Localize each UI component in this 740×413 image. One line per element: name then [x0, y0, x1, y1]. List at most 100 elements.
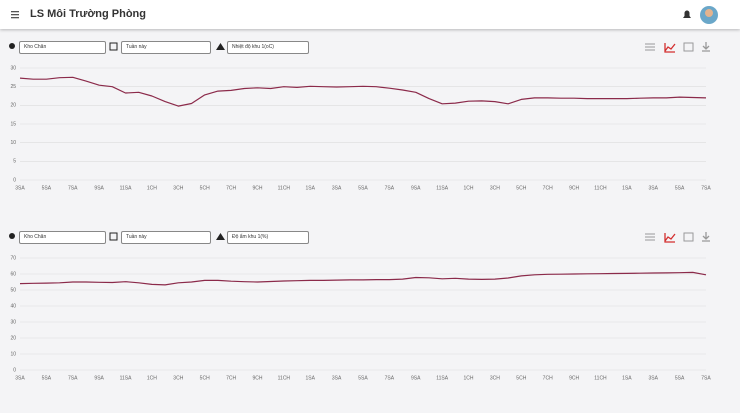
x-tick-label: 5SA	[358, 185, 368, 191]
y-tick-label: 70	[10, 255, 16, 261]
location-icon	[9, 233, 15, 239]
data-line	[19, 271, 707, 286]
sensor-select[interactable]: Độ ẩm khu 1(%)	[227, 231, 309, 244]
x-tick-label: 5CH	[200, 375, 210, 381]
x-tick-label: 1CH	[464, 375, 474, 381]
data-line	[19, 76, 707, 107]
x-tick-label: 5SA	[675, 375, 685, 381]
x-tick-label: 9CH	[569, 375, 579, 381]
table-view-button[interactable]	[683, 42, 694, 52]
x-tick-label: 3SA	[332, 185, 342, 191]
x-tick-label: 11SA	[436, 185, 449, 191]
y-tick-label: 40	[10, 303, 16, 309]
location-search[interactable]: Kho Chăn	[19, 41, 106, 54]
x-tick-label: 9CH	[252, 375, 262, 381]
x-tick-label: 5SA	[675, 185, 685, 191]
x-tick-label: 1CH	[464, 185, 474, 191]
x-tick-label: 3SA	[649, 185, 659, 191]
y-tick-label: 0	[13, 367, 16, 373]
x-tick-label: 3SA	[649, 375, 659, 381]
x-tick-label: 5SA	[42, 375, 52, 381]
y-tick-label: 20	[10, 335, 16, 341]
x-tick-label: 7SA	[701, 185, 711, 191]
calendar-icon	[109, 232, 118, 241]
x-tick-label: 11SA	[120, 185, 133, 191]
y-tick-label: 5	[13, 159, 16, 165]
x-tick-label: 7CH	[226, 375, 236, 381]
x-tick-label: 7CH	[543, 375, 553, 381]
x-tick-label: 7SA	[68, 185, 78, 191]
x-tick-label: 11SA	[436, 375, 449, 381]
x-tick-label: 11CH	[594, 185, 607, 191]
x-tick-label: 11CH	[594, 375, 607, 381]
period-select[interactable]: Tuần này	[121, 231, 211, 244]
y-tick-label: 50	[10, 287, 16, 293]
y-tick-label: 10	[10, 140, 16, 146]
location-icon	[9, 43, 15, 49]
y-tick-label: 30	[10, 65, 16, 71]
table-view-button[interactable]	[683, 232, 694, 242]
x-tick-label: 5CH	[516, 185, 526, 191]
x-tick-label: 1CH	[147, 375, 157, 381]
x-tick-label: 3CH	[173, 375, 183, 381]
avatar-face	[705, 9, 713, 17]
x-tick-label: 9SA	[411, 185, 421, 191]
x-tick-label: 7SA	[385, 185, 395, 191]
chart-view-button[interactable]	[664, 43, 676, 53]
period-select[interactable]: Tuần này	[121, 41, 211, 54]
page-title: LS Môi Trường Phòng	[30, 8, 146, 20]
x-tick-label: 7CH	[226, 185, 236, 191]
x-tick-label: 1SA	[306, 375, 316, 381]
x-tick-label: 3CH	[490, 375, 500, 381]
menu-button[interactable]	[11, 11, 19, 19]
x-tick-label: 7SA	[701, 375, 711, 381]
x-tick-label: 9SA	[94, 185, 104, 191]
header-icons	[11, 6, 718, 24]
sensor-icon	[216, 233, 225, 240]
chart-panel: 0 5 10 15 20 25 30 3SA 5SA 7SA 9SA 11SA 1CH 3CH 5CH 7CH…	[9, 42, 711, 191]
chart-view-button[interactable]	[664, 233, 676, 243]
x-tick-label: 3SA	[15, 185, 25, 191]
app-header: LS Môi Trường Phòng	[0, 0, 740, 29]
x-tick-label: 3CH	[173, 185, 183, 191]
x-tick-label: 9CH	[569, 185, 579, 191]
sensor-select[interactable]: Nhiệt độ khu 1(oC)	[227, 41, 309, 54]
notification-button[interactable]	[683, 10, 691, 18]
x-tick-label: 3CH	[490, 185, 500, 191]
location-search[interactable]: Kho Chăn	[19, 231, 106, 244]
sensor-icon	[216, 43, 225, 50]
y-tick-label: 20	[10, 103, 16, 109]
y-tick-label: 15	[10, 121, 16, 127]
x-tick-label: 7CH	[543, 185, 553, 191]
list-view-button[interactable]	[645, 233, 655, 241]
y-tick-label: 60	[10, 271, 16, 277]
x-tick-label: 5SA	[42, 185, 52, 191]
y-tick-label: 10	[10, 351, 16, 357]
x-tick-label: 9CH	[252, 185, 262, 191]
x-tick-label: 1CH	[147, 185, 157, 191]
x-tick-label: 9SA	[411, 375, 421, 381]
x-tick-label: 1SA	[622, 375, 632, 381]
x-tick-label: 3SA	[15, 375, 25, 381]
x-tick-label: 1SA	[622, 185, 632, 191]
x-tick-label: 7SA	[385, 375, 395, 381]
x-tick-label: 3SA	[332, 375, 342, 381]
x-tick-label: 11SA	[120, 375, 133, 381]
x-tick-label: 5CH	[516, 375, 526, 381]
x-tick-label: 5SA	[358, 375, 368, 381]
y-tick-label: 0	[13, 177, 16, 183]
download-button[interactable]	[702, 42, 710, 52]
x-tick-label: 5CH	[200, 185, 210, 191]
calendar-icon	[109, 42, 118, 51]
download-button[interactable]	[702, 232, 710, 242]
x-tick-label: 7SA	[68, 375, 78, 381]
x-tick-label: 9SA	[94, 375, 104, 381]
list-view-button[interactable]	[645, 43, 655, 51]
y-tick-label: 25	[10, 84, 16, 90]
x-tick-label: 11CH	[278, 375, 291, 381]
x-tick-label: 11CH	[278, 185, 291, 191]
x-tick-label: 1SA	[306, 185, 316, 191]
chart-panel: 0 10 20 30 40 50 60 70 3SA 5SA 7SA 9SA 11SA 1CH 3CH 5CH…	[9, 232, 711, 381]
y-tick-label: 30	[10, 319, 16, 325]
